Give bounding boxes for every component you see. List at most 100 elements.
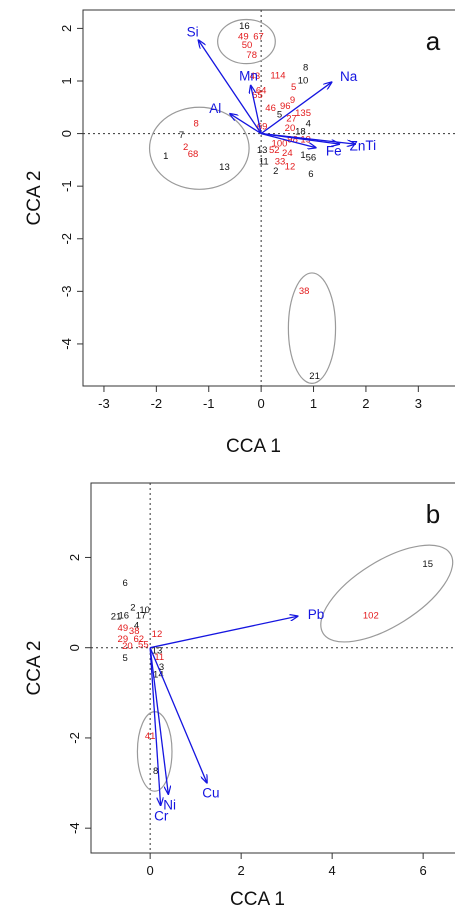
vector-arrow-cr bbox=[149, 647, 160, 806]
vector-arrow-mn bbox=[251, 85, 262, 134]
site-point-label: 78 bbox=[246, 50, 257, 61]
y-tick-label: -2 bbox=[67, 732, 82, 744]
site-point-label: 8 bbox=[153, 766, 158, 777]
site-point-label: 55 bbox=[138, 640, 149, 651]
x-tick-label: 2 bbox=[362, 396, 369, 411]
site-point-label: 100 bbox=[272, 139, 288, 150]
site-point-label: 69 bbox=[257, 122, 268, 133]
site-point-label: 135 bbox=[295, 108, 311, 119]
site-point-label: 46 bbox=[265, 103, 276, 114]
site-point-label: 7 bbox=[179, 130, 184, 141]
y-tick-label: -3 bbox=[59, 286, 74, 298]
site-point-label: 15 bbox=[422, 559, 433, 570]
site-point-label: 29 bbox=[118, 634, 129, 645]
site-point-label: 21 bbox=[111, 612, 122, 623]
site-point-label: 16 bbox=[239, 21, 250, 32]
x-tick-label: 2 bbox=[238, 863, 245, 878]
plot-frame bbox=[90, 482, 455, 854]
vector-arrow-pb bbox=[150, 616, 298, 649]
site-point-label: 17 bbox=[136, 611, 147, 622]
site-point-label: 27 bbox=[286, 113, 297, 124]
site-point-label: 102 bbox=[363, 611, 379, 622]
vector-label-al: Al bbox=[209, 101, 221, 116]
x-tick-label: -1 bbox=[203, 396, 215, 411]
site-point-label: 4 bbox=[134, 621, 139, 632]
site-point-label: 5 bbox=[277, 110, 282, 121]
site-point-label: 10 bbox=[298, 75, 309, 86]
vector-arrow-ti bbox=[261, 132, 355, 145]
group-ellipse bbox=[217, 18, 276, 65]
y-tick-label: 0 bbox=[59, 130, 74, 137]
y-tick-label: 2 bbox=[59, 25, 74, 32]
y-tick-label: -4 bbox=[59, 338, 74, 350]
site-point-label: 5 bbox=[122, 653, 127, 664]
site-point-label: 2 bbox=[130, 603, 135, 614]
site-point-label: 11 bbox=[259, 156, 269, 167]
vector-label-fe: Fe bbox=[326, 143, 342, 158]
site-point-label: 8 bbox=[303, 62, 308, 73]
x-tick-label: 0 bbox=[147, 863, 154, 878]
site-point-label: 56 bbox=[306, 153, 317, 164]
site-point-label: 18 bbox=[295, 126, 306, 137]
site-point-label: 62 bbox=[133, 634, 144, 645]
site-point-label: 4 bbox=[306, 119, 311, 130]
site-point-label: 50 bbox=[242, 40, 253, 51]
vector-arrow-al bbox=[230, 114, 262, 135]
site-point-label: 6 bbox=[308, 169, 313, 180]
group-ellipse bbox=[320, 544, 454, 643]
vector-label-si: Si bbox=[187, 25, 199, 40]
site-point-label: 12 bbox=[285, 162, 296, 173]
y-tick-label: 0 bbox=[67, 644, 82, 651]
site-point-label: 33 bbox=[275, 156, 286, 167]
panel-label: a bbox=[426, 26, 441, 56]
vector-arrow-ni bbox=[149, 647, 168, 795]
site-point-label: 14 bbox=[153, 669, 164, 680]
y-tick-label: 2 bbox=[67, 554, 82, 561]
site-point-label: 10 bbox=[139, 605, 150, 616]
site-point-label: 12 bbox=[152, 629, 163, 640]
group-ellipse bbox=[148, 106, 250, 190]
vector-label-pb: Pb bbox=[308, 607, 325, 622]
y-tick-label: -2 bbox=[59, 233, 74, 245]
y-tick-label: 1 bbox=[59, 77, 74, 84]
site-point-label: 38 bbox=[299, 286, 310, 297]
vector-label-mn: Mn bbox=[239, 68, 258, 83]
site-point-label: 41 bbox=[145, 731, 156, 742]
site-point-label: 6 bbox=[122, 578, 127, 589]
site-point-label: 98 bbox=[287, 134, 298, 145]
vector-label-ni: Ni bbox=[163, 797, 176, 812]
vector-arrow-cu bbox=[149, 647, 207, 783]
site-point-label: 13 bbox=[219, 162, 230, 173]
site-point-label: 11 bbox=[154, 652, 164, 663]
site-point-label: 16 bbox=[118, 611, 129, 622]
site-point-label: 96 bbox=[280, 101, 291, 112]
x-tick-label: 3 bbox=[415, 396, 422, 411]
y-tick-label: -1 bbox=[59, 180, 74, 192]
site-point-label: 13 bbox=[152, 645, 163, 656]
site-point-label: 114 bbox=[270, 71, 285, 82]
site-point-label: 2 bbox=[273, 166, 278, 177]
vector-label-cr: Cr bbox=[154, 809, 169, 824]
x-tick-label: 0 bbox=[258, 396, 265, 411]
site-point-label: 64 bbox=[256, 85, 267, 96]
site-point-label: 20 bbox=[122, 641, 133, 652]
site-point-label: 65 bbox=[252, 90, 263, 101]
site-point-label: 1 bbox=[163, 151, 168, 162]
y-axis-title: CCA 2 bbox=[24, 171, 45, 226]
site-point-label: 52 bbox=[269, 145, 280, 156]
x-tick-label: -2 bbox=[151, 396, 163, 411]
vector-label-cu: Cu bbox=[202, 785, 219, 800]
vector-arrow-na bbox=[260, 82, 332, 135]
site-point-label: 21 bbox=[309, 371, 320, 382]
x-tick-label: 6 bbox=[420, 863, 427, 878]
vector-label-ti: Ti bbox=[365, 138, 376, 153]
site-point-label: 49 bbox=[118, 623, 129, 634]
site-point-label: 8 bbox=[194, 119, 199, 130]
vector-arrow-fe bbox=[260, 132, 316, 148]
site-point-label: 68 bbox=[188, 149, 199, 160]
x-axis-title: CCA 1 bbox=[230, 889, 285, 910]
group-ellipse bbox=[287, 272, 337, 384]
